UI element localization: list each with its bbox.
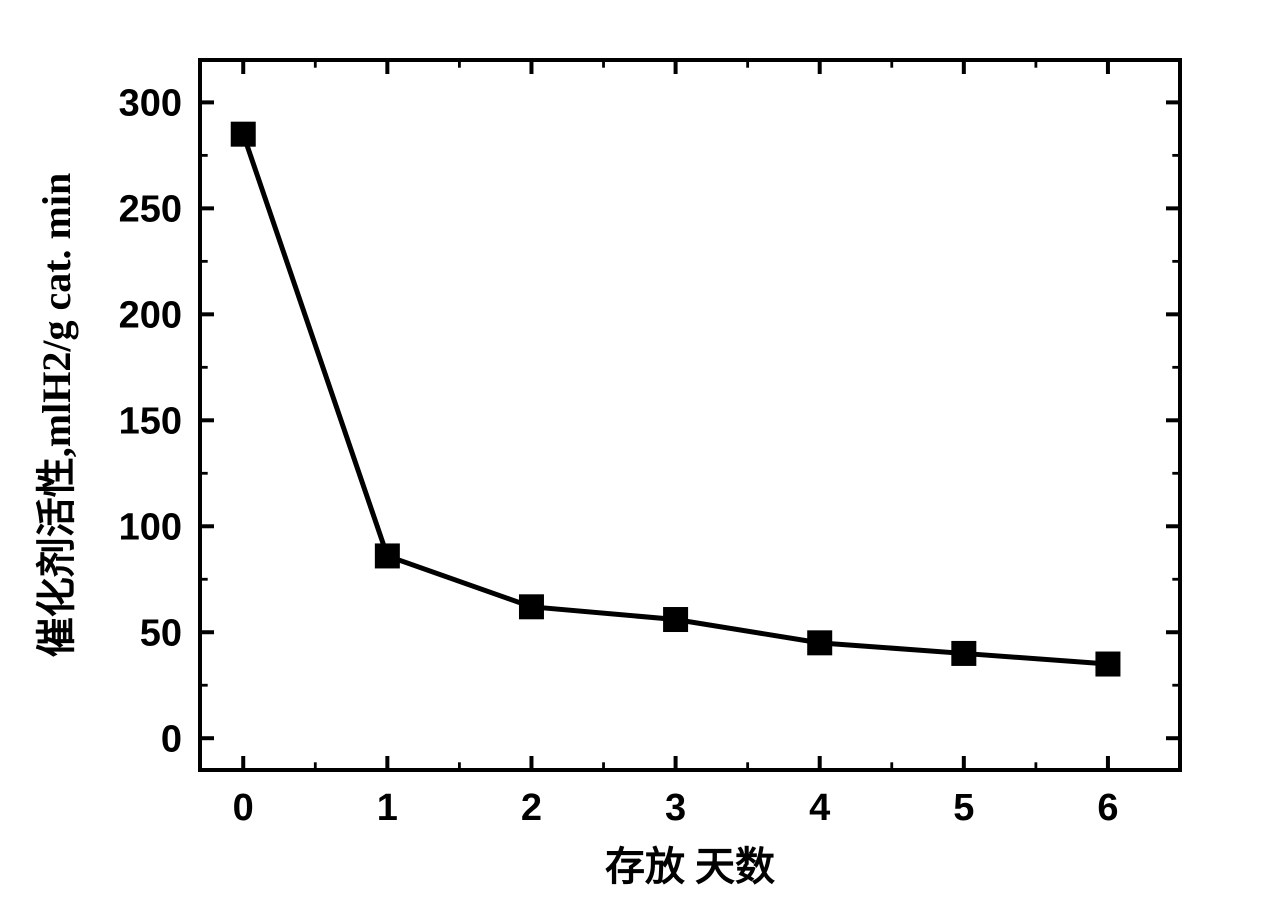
x-tick-label: 2 [521, 787, 542, 829]
x-tick-label: 1 [377, 787, 398, 829]
x-tick-label: 4 [809, 787, 830, 829]
y-tick-label: 200 [119, 295, 182, 337]
x-axis-label: 存放 天数 [605, 844, 775, 889]
data-marker [1096, 652, 1120, 676]
y-tick-label: 0 [161, 719, 182, 761]
data-marker [231, 122, 255, 146]
y-tick-label: 250 [119, 189, 182, 231]
data-marker [952, 641, 976, 665]
y-axis-label: 催化剂活性,mlH2/g cat. min [34, 173, 79, 657]
y-tick-label: 100 [119, 507, 182, 549]
data-marker [375, 544, 399, 568]
x-tick-label: 6 [1097, 787, 1118, 829]
y-tick-label: 50 [140, 613, 182, 655]
x-tick-label: 5 [953, 787, 974, 829]
data-marker [664, 608, 688, 632]
y-tick-label: 300 [119, 83, 182, 125]
x-tick-label: 0 [233, 787, 254, 829]
chart-container: 0 1 2 3 4 5 6 0 50 100 150 200 250 300 存放 天数 催化剂活性,mlH2… [0, 0, 1263, 898]
y-tick-label: 150 [119, 401, 182, 443]
chart-background [0, 0, 1263, 898]
data-marker [808, 631, 832, 655]
data-marker [519, 595, 543, 619]
x-tick-label: 3 [665, 787, 686, 829]
chart-svg: 0 1 2 3 4 5 6 0 50 100 150 200 250 300 存放 天数 催化剂活性,mlH2… [0, 0, 1263, 898]
